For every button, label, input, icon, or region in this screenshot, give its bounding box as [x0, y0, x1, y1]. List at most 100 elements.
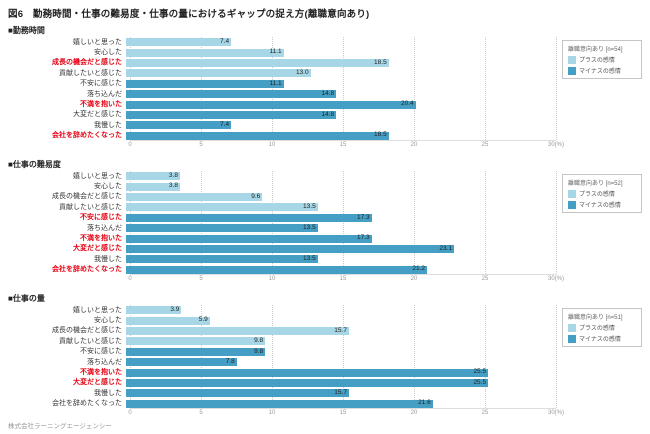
bar: 18.5: [126, 58, 389, 67]
category-label: 不満を抱いた: [80, 369, 122, 377]
legend-item-negative: マイナスの感情: [568, 200, 636, 209]
gridline: [413, 37, 415, 140]
category-label: 成長の機会だと感じた: [52, 327, 122, 335]
bar: 7.4: [126, 37, 232, 47]
bar-area: 25.5: [126, 368, 552, 377]
category-label: 嬉しいと思った: [73, 306, 122, 314]
gridlines: [130, 305, 557, 409]
axis-tick-label: 25: [481, 142, 489, 148]
chart-row: 安心した 5.9: [8, 315, 556, 325]
chart-row: 成長の機会だと感じた 15.7: [8, 326, 556, 336]
legend-title: 離職意向あり [n=51]: [568, 315, 623, 321]
bar: 13.5: [126, 255, 318, 264]
bar-area: 21.6: [126, 399, 552, 408]
legend-box: 離職意向あり [n=51] プラスの感情 マイナスの感情: [562, 308, 642, 347]
chart-row: 落ち込んだ 14.8: [8, 89, 556, 99]
bar-area: 3.9: [126, 306, 552, 315]
bar-area: 14.8: [126, 110, 552, 119]
category-label: 嬉しいと思った: [73, 38, 122, 46]
bar-area: 13.5: [126, 224, 552, 233]
axis-tick-label: 0: [128, 410, 132, 416]
gridline: [556, 171, 557, 274]
bar: 13.0: [126, 69, 311, 78]
bar-value-label: 7.8: [225, 357, 235, 365]
legend-item-positive: プラスの感情: [568, 323, 636, 332]
bar: 21.2: [126, 265, 428, 274]
gridline: [130, 305, 131, 408]
category-label: 会社を辞めたくなった: [52, 400, 122, 408]
negative-swatch: [568, 334, 576, 343]
plot-area: 嬉しいと思った 3.9 安心した 5.9 成長の機会だと感じた 15.7 貢献したいと感じた…: [8, 305, 642, 409]
chart-row: 我慢した 15.7: [8, 388, 556, 398]
bar: 7.8: [126, 357, 237, 367]
bar-value-label: 13.5: [303, 203, 316, 211]
gridline: [200, 37, 202, 140]
bar-value-label: 7.4: [220, 121, 230, 129]
bar-value-label: 5.9: [198, 316, 208, 324]
bar: 17.3: [126, 213, 372, 222]
bar-area: 11.1: [126, 79, 552, 88]
bar: 3.8: [126, 171, 180, 181]
bar-area: 13.5: [126, 203, 552, 212]
axis-tick-label: 25: [481, 276, 489, 282]
gridline: [130, 171, 131, 274]
bar: 21.6: [126, 399, 433, 408]
bar-area: 7.4: [126, 37, 552, 47]
chart-row: 落ち込んだ 13.5: [8, 223, 556, 233]
bar: 15.7: [126, 389, 349, 398]
bar-value-label: 21.2: [412, 265, 426, 273]
bar-value-label: 9.8: [254, 337, 264, 345]
bar-area: 11.1: [126, 48, 552, 57]
legend-box: 離職意向あり [n=52] プラスの感情 マイナスの感情: [562, 174, 642, 213]
bar-value-label: 17.3: [357, 213, 370, 221]
axis-tick-label: 0: [128, 142, 132, 148]
legend-item-label: プラスの感情: [579, 192, 615, 198]
category-label: 我慢した: [94, 121, 122, 129]
chart-row: 大変だと感じた 25.5: [8, 378, 556, 388]
bar-value-label: 7.4: [220, 37, 230, 45]
chart-row: 成長の機会だと感じた 18.5: [8, 58, 556, 68]
chart-row: 貢献したいと感じた 13.0: [8, 68, 556, 78]
charts: ■勤務時間 嬉しいと思った 7.4 安心した 11.1 成長の機会だと感じた 18.5 貢献し…: [8, 24, 642, 426]
axis-ticks: 0 5 10 15 20 25 30(%): [128, 141, 564, 151]
legend-item-label: マイナスの感情: [579, 203, 621, 209]
bar-area: 21.2: [126, 265, 552, 274]
chart-section: ■仕事の量 嬉しいと思った 3.9 安心した 5.9 成長の機会だと感じた 15.7 貢献した…: [8, 292, 642, 419]
bar-area: 13.5: [126, 255, 552, 264]
bar-value-label: 11.1: [269, 79, 282, 87]
bar-area: 18.5: [126, 131, 552, 140]
category-label: 成長の機会だと感じた: [52, 59, 122, 67]
bar: 20.4: [126, 100, 416, 109]
bar: 25.5: [126, 378, 489, 387]
chart-row: 大変だと感じた 23.1: [8, 244, 556, 254]
category-label: 不安に感じた: [80, 80, 122, 88]
section-header: ■勤務時間: [8, 26, 45, 35]
bar-area: 20.4: [126, 100, 552, 109]
axis-tick-label: 30(%): [547, 276, 565, 282]
category-label: 安心した: [94, 183, 122, 191]
gridline: [343, 171, 344, 274]
plot-area: 嬉しいと思った 3.8 安心した 3.8 成長の機会だと感じた 9.6 貢献したいと感じた 1…: [8, 171, 642, 275]
chart-row: 安心した 11.1: [8, 47, 556, 57]
gridline: [556, 305, 557, 408]
axis-tick-label: 30(%): [547, 142, 565, 148]
category-label: 落ち込んだ: [87, 358, 122, 366]
chart-row: 貢献したいと感じた 13.5: [8, 202, 556, 212]
bar: 13.5: [126, 224, 318, 233]
category-label: 大変だと感じた: [73, 111, 122, 119]
axis-tick-label: 10: [268, 410, 276, 416]
legend-item-positive: プラスの感情: [568, 189, 636, 198]
category-label: 貢献したいと感じた: [59, 69, 122, 77]
chart-row: 不満を抱いた 17.3: [8, 233, 556, 243]
category-label: 我慢した: [94, 255, 122, 263]
bar-value-label: 3.8: [168, 171, 178, 179]
plot-area: 嬉しいと思った 7.4 安心した 11.1 成長の機会だと感じた 18.5 貢献したいと感じ…: [8, 37, 642, 141]
bar-area: 15.7: [126, 326, 552, 335]
axis-tick-label: 10: [268, 142, 276, 148]
bar-value-label: 13.0: [295, 69, 309, 77]
gridline: [485, 37, 486, 140]
bar-area: 14.8: [126, 90, 552, 99]
bar-value-label: 13.5: [303, 255, 316, 263]
section-header: ■仕事の量: [8, 294, 45, 303]
gridline: [200, 305, 202, 408]
